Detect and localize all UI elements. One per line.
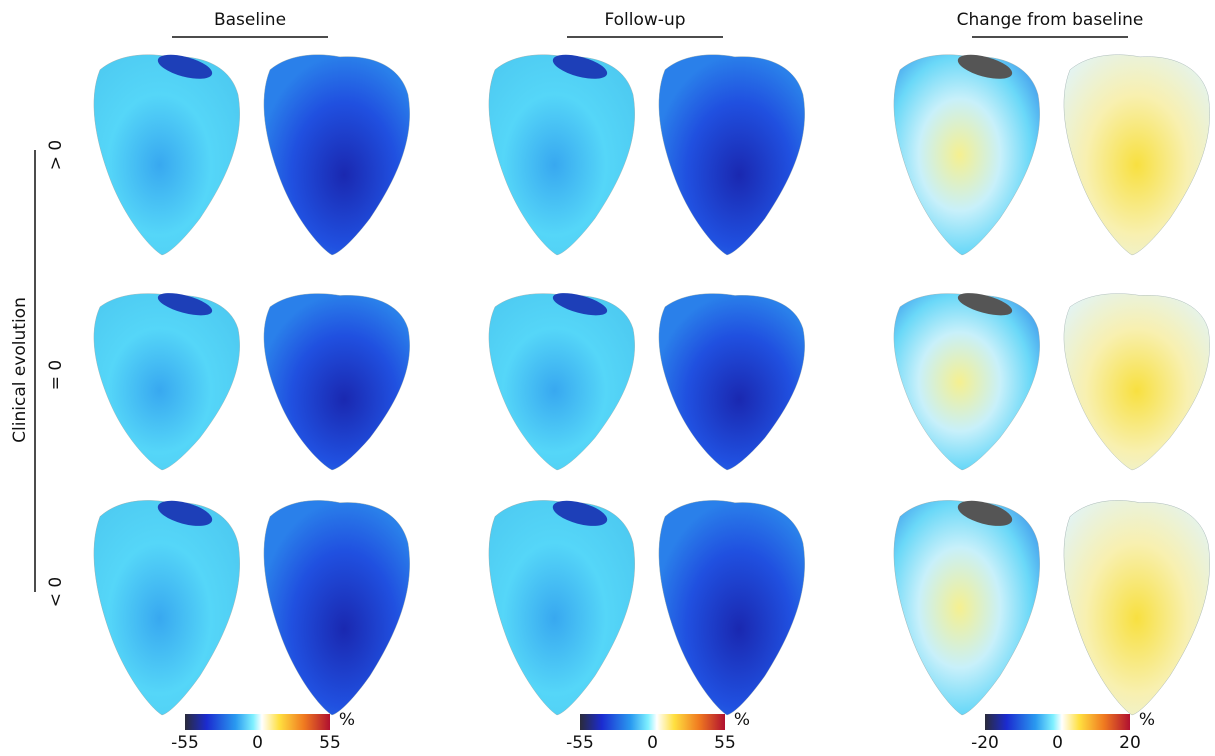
- valve: [157, 293, 213, 316]
- colorbar-tick-label: 0: [1052, 733, 1063, 753]
- colorbar: [985, 714, 1130, 730]
- heart: [658, 293, 805, 471]
- heart: [263, 54, 410, 256]
- heart: [488, 54, 635, 256]
- valve: [957, 293, 1013, 316]
- colorbar-tick-label: 0: [647, 733, 658, 753]
- heart: [93, 293, 240, 471]
- colorbar-tick-label: 0: [252, 733, 263, 753]
- valve: [157, 500, 213, 526]
- row-label: > 0: [46, 140, 66, 170]
- heart: [658, 500, 805, 716]
- valve: [957, 500, 1013, 526]
- colorbar: [185, 714, 330, 730]
- heart: [893, 293, 1040, 471]
- row-label: < 0: [46, 577, 66, 607]
- column-title: Baseline: [214, 10, 286, 30]
- valve: [957, 54, 1013, 79]
- heart: [93, 500, 240, 716]
- row-label: = 0: [46, 360, 66, 390]
- colorbar-tick-label: 20: [1119, 733, 1141, 753]
- colorbar: [580, 714, 725, 730]
- colorbar-unit: %: [339, 710, 355, 730]
- heart: [488, 500, 635, 716]
- heart: [263, 293, 410, 471]
- colorbar-tick-label: 55: [714, 733, 736, 753]
- heart: [1063, 54, 1210, 256]
- heart: [1063, 500, 1210, 716]
- heart: [1063, 293, 1210, 471]
- heart: [263, 500, 410, 716]
- heart: [93, 54, 240, 256]
- heart: [893, 500, 1040, 716]
- row-axis-title: Clinical evolution: [10, 297, 30, 443]
- colorbar-tick-label: -55: [171, 733, 199, 753]
- valve: [552, 54, 608, 79]
- colorbar-unit: %: [1139, 710, 1155, 730]
- valve: [552, 500, 608, 526]
- colorbar-tick-label: -20: [971, 733, 999, 753]
- colorbar-tick-label: -55: [566, 733, 594, 753]
- column-title: Change from baseline: [957, 10, 1144, 30]
- colorbar-unit: %: [734, 710, 750, 730]
- column-title: Follow-up: [604, 10, 685, 30]
- valve: [552, 293, 608, 316]
- heart: [658, 54, 805, 256]
- heart: [893, 54, 1040, 256]
- colorbar-tick-label: 55: [319, 733, 341, 753]
- valve: [157, 54, 213, 79]
- heart: [488, 293, 635, 471]
